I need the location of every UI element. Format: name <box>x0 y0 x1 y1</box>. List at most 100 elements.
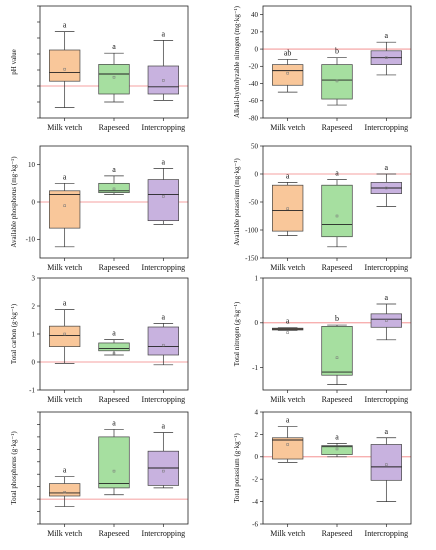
box-intercropping: a <box>147 422 179 489</box>
mean-marker <box>63 332 66 336</box>
y-tick-label: -100 <box>245 226 258 234</box>
panel-7: Milk vetch Rapeseed Intercropping Total pho… <box>10 411 189 538</box>
mean-marker <box>385 319 388 322</box>
y-axis-label: Available phosphorus (mg·kg⁻¹) <box>10 156 18 248</box>
y-tick-label: 3 <box>32 274 36 282</box>
significance-letter: ab <box>284 48 292 57</box>
y-tick-label: -4 <box>252 498 258 506</box>
mean-marker <box>162 469 165 473</box>
x-tick-label: Milk vetch <box>47 395 82 404</box>
mean-marker <box>335 214 339 218</box>
significance-letter: a <box>162 422 166 431</box>
y-tick-label: -40 <box>249 80 259 88</box>
box-intercropping: a <box>370 31 402 76</box>
box-rapeseed: a <box>98 418 130 496</box>
box-rapeseed: a <box>98 329 130 356</box>
iqr-box <box>49 325 81 347</box>
x-tick-label: Milk vetch <box>270 123 305 132</box>
x-tick-label: Milk vetch <box>270 263 305 272</box>
iqr-box <box>98 342 130 352</box>
iqr-box <box>98 64 130 95</box>
mean-marker <box>286 443 289 446</box>
significance-letter: a <box>286 317 290 326</box>
y-tick-label: 0 <box>255 453 259 461</box>
y-tick-label: 0 <box>255 319 259 327</box>
x-tick-label: Intercropping <box>365 263 409 272</box>
box-milk-vetch: a <box>49 466 81 507</box>
significance-letter: a <box>286 171 290 180</box>
y-tick-label: -80 <box>249 114 259 122</box>
y-tick-label: 10 <box>28 161 36 169</box>
y-tick-label: -50 <box>249 198 259 206</box>
iqr-box <box>321 184 353 238</box>
significance-letter: b <box>335 314 339 323</box>
mean-marker <box>385 463 388 466</box>
x-tick-label: Rapeseed <box>99 263 130 272</box>
box-rapeseed: a <box>321 432 353 458</box>
y-axis-label: Total phosphorus (g·kg⁻¹) <box>10 431 18 505</box>
significance-letter: a <box>112 165 116 174</box>
mean-marker <box>286 331 289 334</box>
mean-marker <box>335 79 339 83</box>
x-tick-label: Milk vetch <box>47 123 82 132</box>
x-tick-label: Milk vetch <box>270 529 305 538</box>
panel-8: -6 -4 -2 0 2 4 Milk vetch Rapeseed Intercropping… <box>233 408 412 538</box>
x-tick-label: Intercropping <box>365 123 409 132</box>
mean-marker <box>385 186 388 190</box>
box-intercropping: a <box>147 157 179 225</box>
y-tick-label: 1 <box>255 274 259 282</box>
y-tick-label: -10 <box>26 236 36 244</box>
mean-marker <box>385 56 388 59</box>
y-tick-label: -6 <box>252 520 258 528</box>
y-tick-label: -150 <box>245 254 258 262</box>
panel-4: -150 -100 -50 0 50 Milk vetch Rapeseed Intercro… <box>233 142 412 272</box>
significance-letter: a <box>385 427 389 436</box>
box-rapeseed: b <box>321 314 353 385</box>
significance-letter: a <box>63 21 67 30</box>
box-milk-vetch: a <box>49 21 81 108</box>
box-intercropping: a <box>370 293 402 341</box>
y-tick-label: -1 <box>252 364 258 372</box>
mean-marker <box>335 356 339 359</box>
iqr-box <box>272 184 304 232</box>
significance-letter: a <box>112 329 116 338</box>
y-axis-label: Total nitrogen (g·kg⁻¹) <box>233 301 241 366</box>
box-intercropping: a <box>370 163 402 207</box>
box-rapeseed: a <box>321 169 353 248</box>
mean-marker <box>63 67 66 71</box>
significance-letter: a <box>335 169 339 178</box>
box-milk-vetch: a <box>49 299 81 364</box>
box-intercropping: a <box>147 312 179 366</box>
mean-marker <box>63 491 66 494</box>
mean-marker <box>112 469 116 473</box>
y-tick-label: 20 <box>251 28 259 36</box>
box-intercropping: a <box>370 427 402 502</box>
x-tick-label: Intercropping <box>142 123 186 132</box>
x-tick-label: Intercropping <box>142 263 186 272</box>
y-tick-label: 0 <box>32 358 36 366</box>
y-tick-label: 0 <box>255 170 259 178</box>
box-milk-vetch: a <box>272 416 304 463</box>
iqr-box <box>321 326 353 376</box>
box-milk-vetch: a <box>49 172 81 248</box>
x-tick-label: Intercropping <box>142 529 186 538</box>
significance-letter: a <box>162 312 166 321</box>
y-axis-label: Available potassium (mg·kg⁻¹) <box>233 158 241 246</box>
significance-letter: b <box>335 47 339 56</box>
y-tick-label: 2 <box>255 431 259 439</box>
panel-2: -80 -60 -40 -20 0 20 40 Milk vetch Rapeseed Inter… <box>233 5 412 132</box>
significance-letter: a <box>385 293 389 302</box>
significance-letter: a <box>162 157 166 166</box>
x-tick-label: Milk vetch <box>47 263 82 272</box>
box-rapeseed: a <box>98 42 130 103</box>
y-tick-label: 0 <box>32 198 36 206</box>
iqr-box <box>49 190 81 229</box>
x-tick-label: Intercropping <box>365 395 409 404</box>
mean-marker <box>112 187 116 191</box>
mean-marker <box>162 195 165 198</box>
x-tick-label: Rapeseed <box>322 263 353 272</box>
y-tick-label: 2 <box>32 302 36 310</box>
panel-3: -10 0 10 Milk vetch Rapeseed Intercropping Ava… <box>10 145 189 272</box>
x-tick-label: Rapeseed <box>99 395 130 404</box>
iqr-box <box>49 483 81 497</box>
